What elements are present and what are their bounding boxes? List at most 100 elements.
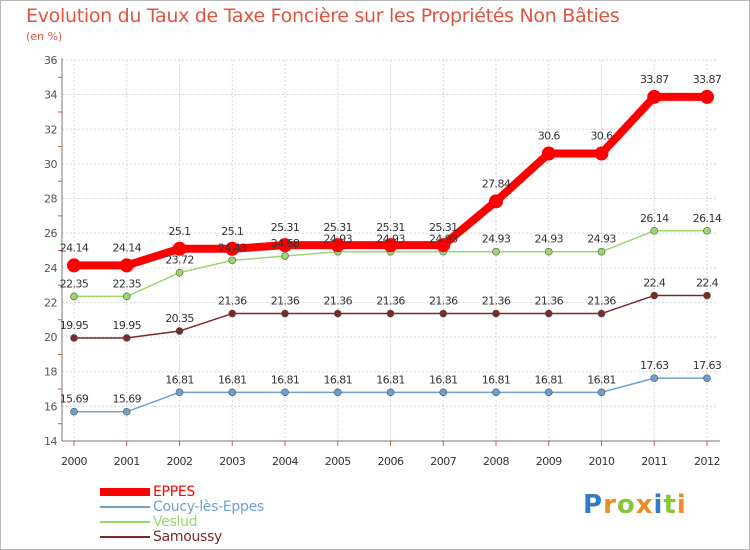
data-point-coucy-l-s-eppes: [439, 388, 448, 397]
data-label-eppes: 25.1: [168, 225, 190, 238]
y-tick-label: 14: [44, 435, 57, 448]
data-point-veslud: [544, 247, 553, 256]
data-label-samoussy: 19.95: [60, 319, 89, 332]
legend-swatch: [100, 506, 150, 508]
data-label-samoussy: 21.36: [429, 295, 458, 308]
data-point-samoussy: [175, 327, 184, 335]
data-point-samoussy: [597, 309, 606, 318]
data-label-coucy-l-s-eppes: 16.81: [482, 373, 511, 386]
data-point-eppes: [489, 194, 503, 209]
data-label-eppes: 33.87: [693, 73, 722, 86]
data-point-coucy-l-s-eppes: [597, 388, 606, 397]
data-label-coucy-l-s-eppes: 15.69: [113, 393, 142, 406]
x-tick-label: 2003: [219, 455, 245, 468]
data-point-samoussy: [650, 291, 659, 300]
data-label-veslud: 26.14: [693, 212, 722, 225]
legend-item: Coucy-lès-Eppes: [100, 499, 264, 515]
data-label-eppes: 30.6: [590, 130, 613, 143]
grid-lines: [62, 59, 718, 442]
chart-title: Evolution du Taux de Taxe Foncière sur l…: [26, 5, 620, 27]
data-point-samoussy: [70, 334, 78, 342]
x-tick-label: 2002: [167, 455, 193, 468]
data-label-samoussy: 21.36: [324, 295, 353, 308]
data-point-eppes: [67, 258, 81, 273]
y-tick-label: 30: [44, 158, 57, 171]
data-label-samoussy: 21.36: [218, 295, 247, 308]
data-point-veslud: [175, 268, 184, 277]
data-point-samoussy: [228, 309, 237, 318]
x-tick-label: 2012: [694, 455, 720, 468]
data-labels: 15.69 15.69 16.81 16.81 16.81 16.81 16.81 16.81…: [60, 73, 723, 406]
x-tick-label: 2011: [641, 455, 667, 468]
data-label-veslud: 22.35: [113, 277, 142, 290]
logo-letter: r: [603, 490, 617, 520]
data-label-veslud: 23.72: [165, 254, 194, 267]
data-label-coucy-l-s-eppes: 16.81: [429, 373, 458, 386]
logo-letter: P: [583, 490, 604, 520]
data-point-eppes: [700, 89, 714, 104]
data-label-eppes: 25.31: [376, 221, 405, 234]
data-label-eppes: 24.14: [113, 241, 142, 254]
legend-label: Coucy-lès-Eppes: [153, 499, 264, 515]
data-point-coucy-l-s-eppes: [544, 388, 553, 397]
data-point-samoussy: [492, 309, 500, 318]
legend-item: Samoussy: [100, 529, 222, 545]
y-tick-label: 22: [44, 296, 57, 309]
y-tick-label: 36: [44, 54, 57, 67]
data-label-eppes: 25.31: [324, 221, 353, 234]
legend-label: Samoussy: [153, 529, 223, 545]
data-point-veslud: [122, 292, 131, 301]
x-tick-label: 2000: [61, 455, 87, 468]
data-point-eppes: [278, 238, 292, 253]
data-point-coucy-l-s-eppes: [492, 388, 500, 397]
data-label-eppes: 30.6: [538, 130, 561, 143]
data-label-samoussy: 21.36: [482, 295, 511, 308]
data-point-coucy-l-s-eppes: [175, 388, 184, 397]
data-label-coucy-l-s-eppes: 16.81: [535, 373, 564, 386]
logo-letter: o: [616, 490, 636, 520]
data-label-samoussy: 22.4: [696, 277, 719, 290]
legend-swatch: [100, 521, 150, 523]
data-point-coucy-l-s-eppes: [228, 388, 237, 397]
data-point-coucy-l-s-eppes: [122, 407, 131, 416]
data-label-veslud: 24.68: [271, 237, 300, 250]
data-point-samoussy: [122, 334, 131, 342]
data-point-veslud: [492, 247, 500, 256]
data-label-veslud: 24.93: [324, 233, 353, 246]
y-tick-label: 28: [44, 193, 57, 206]
y-tick-label: 20: [44, 331, 57, 344]
y-tick-label: 18: [44, 366, 57, 379]
data-label-veslud: 26.14: [640, 212, 669, 225]
data-point-veslud: [281, 252, 289, 260]
data-label-coucy-l-s-eppes: 17.63: [640, 359, 669, 372]
data-point-eppes: [172, 241, 187, 256]
data-point-veslud: [228, 256, 237, 265]
data-label-coucy-l-s-eppes: 16.81: [218, 373, 247, 386]
data-point-veslud: [70, 292, 78, 301]
data-label-veslud: 24.93: [376, 233, 405, 246]
data-point-coucy-l-s-eppes: [70, 407, 78, 416]
data-point-veslud: [650, 226, 659, 235]
data-label-veslud: 22.35: [60, 277, 89, 290]
axes: 14 16 18 20 22 24 26 28 30 32 34 36 2000 2001 2002 2003…: [44, 54, 721, 468]
data-point-coucy-l-s-eppes: [386, 388, 395, 397]
data-point-eppes: [594, 146, 609, 161]
x-tick-label: 2009: [536, 455, 562, 468]
data-label-eppes: 27.84: [482, 177, 511, 190]
data-point-coucy-l-s-eppes: [333, 388, 342, 397]
data-label-eppes: 33.87: [640, 73, 669, 86]
logo-letter: x: [635, 490, 654, 520]
data-label-eppes: 25.31: [271, 221, 300, 234]
data-point-coucy-l-s-eppes: [281, 388, 289, 397]
proxiti-logo: Proxiti: [583, 490, 687, 520]
data-point-coucy-l-s-eppes: [650, 374, 659, 382]
data-point-samoussy: [544, 309, 553, 318]
data-label-veslud: 24.93: [587, 233, 616, 246]
data-label-samoussy: 21.36: [587, 295, 616, 308]
data-point-eppes: [541, 146, 556, 161]
series-group: [67, 89, 714, 416]
data-label-coucy-l-s-eppes: 16.81: [376, 373, 405, 386]
data-label-veslud: 24.43: [218, 241, 247, 254]
data-point-veslud: [703, 226, 711, 235]
data-label-coucy-l-s-eppes: 16.81: [271, 373, 300, 386]
